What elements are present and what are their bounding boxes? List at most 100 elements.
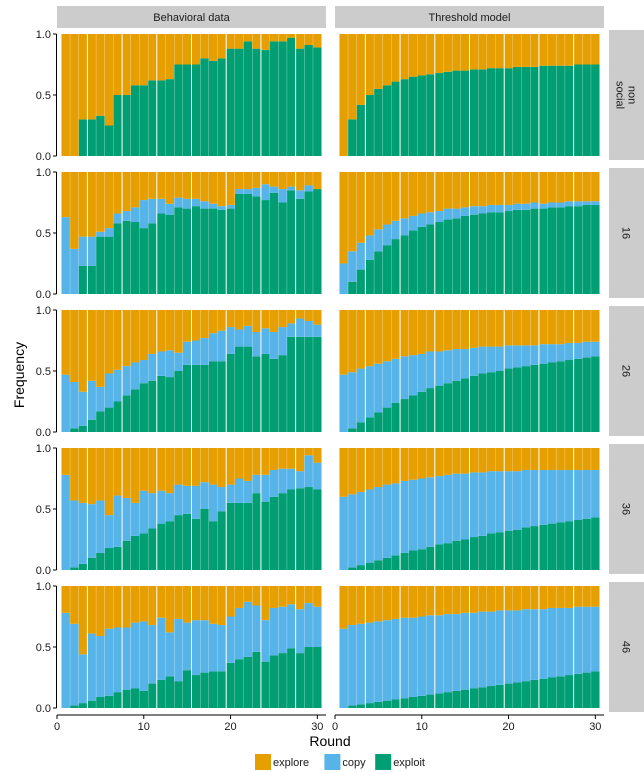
- bar-segment-exploit: [478, 687, 487, 708]
- bar-segment-explore: [460, 310, 470, 350]
- bar-segment-copy: [547, 344, 557, 363]
- bar-segment-explore: [243, 310, 253, 326]
- bar-segment-explore: [252, 448, 261, 475]
- bar-segment-exploit: [382, 407, 392, 432]
- bar-segment-copy: [130, 502, 140, 536]
- bar-segment-exploit: [452, 540, 461, 570]
- bar-segment-copy: [547, 607, 557, 678]
- legend-item-copy: copy: [324, 754, 366, 770]
- bar-segment-exploit: [460, 215, 470, 294]
- bar-segment-exploit: [391, 555, 400, 570]
- bar-segment-copy: [382, 484, 392, 558]
- bar-segment-copy: [278, 327, 287, 356]
- bar-segment-copy: [208, 333, 218, 362]
- bar-segment-copy: [61, 374, 70, 432]
- bar-segment-copy: [78, 502, 88, 564]
- bar-segment-copy: [174, 618, 183, 682]
- bar-segment-exploit: [96, 115, 105, 156]
- bar-segment-copy: [391, 358, 400, 403]
- bar-segment-explore: [165, 448, 175, 494]
- bar-segment-explore: [208, 34, 218, 61]
- bar-segment-explore: [565, 172, 574, 202]
- bar-segment-exploit: [304, 647, 313, 708]
- bar-segment-exploit: [174, 515, 183, 570]
- bar-segment-explore: [573, 448, 583, 470]
- bar-segment-explore: [495, 586, 505, 611]
- bar-segment-explore: [217, 448, 227, 488]
- bar-segment-copy: [87, 236, 96, 266]
- bar-segment-exploit: [556, 65, 565, 156]
- bar-segment-explore: [530, 586, 539, 610]
- bar-segment-exploit: [365, 703, 374, 708]
- bar-segment-exploit: [452, 70, 461, 156]
- bar-segment-copy: [573, 606, 583, 674]
- bar-segment-explore: [313, 310, 322, 325]
- bar-segment-exploit: [591, 64, 600, 156]
- bar-segment-explore: [365, 448, 374, 490]
- bar-segment-explore: [96, 172, 105, 232]
- bar-segment-explore: [391, 172, 400, 221]
- bar-segment-explore: [122, 310, 131, 367]
- bar-segment-explore: [391, 448, 400, 484]
- bar-segment-copy: [356, 242, 366, 270]
- bar-segment-explore: [504, 34, 513, 69]
- bar-segment-explore: [478, 586, 487, 612]
- bar-segment-exploit: [391, 402, 400, 432]
- bar-segment-exploit: [573, 64, 583, 156]
- bar-segment-exploit: [356, 422, 366, 432]
- bar-segment-explore: [130, 448, 140, 503]
- bar-segment-exploit: [348, 428, 357, 432]
- bar-segment-explore: [443, 34, 453, 72]
- bar-segment-explore: [191, 34, 201, 65]
- bar-segment-exploit: [182, 364, 192, 432]
- bar-segment-explore: [365, 310, 374, 367]
- bar-segment-explore: [104, 586, 114, 629]
- bar-segment-copy: [513, 471, 522, 530]
- bar-segment-exploit: [235, 502, 244, 570]
- bar-segment-explore: [521, 172, 531, 204]
- bar-segment-explore: [513, 34, 522, 67]
- bar-segment-exploit: [182, 64, 192, 156]
- bar-segment-explore: [469, 310, 479, 348]
- bar-segment-copy: [521, 345, 531, 367]
- bar-segment-exploit: [408, 697, 418, 708]
- bar-segment-exploit: [139, 690, 148, 708]
- bar-segment-exploit: [165, 214, 175, 294]
- bar-segment-exploit: [400, 79, 409, 156]
- bar-segment-explore: [443, 448, 453, 475]
- row-strip-label: 46: [620, 641, 632, 653]
- bar-segment-exploit: [400, 552, 409, 570]
- bar-segment-copy: [443, 208, 453, 220]
- bar-segment-copy: [356, 368, 366, 423]
- bar-segment-explore: [513, 172, 522, 204]
- bar-segment-explore: [96, 310, 105, 387]
- legend-label: explore: [273, 757, 309, 769]
- bar-segment-exploit: [295, 653, 305, 708]
- bar-segment-copy: [417, 213, 426, 227]
- bar-segment-exploit: [513, 367, 522, 432]
- bar-segment-copy: [217, 625, 227, 672]
- bar-segment-explore: [113, 586, 122, 628]
- bar-segment-explore: [539, 586, 548, 610]
- bar-segment-explore: [547, 172, 557, 203]
- bar-segment-exploit: [269, 192, 279, 294]
- legend-swatch: [324, 754, 341, 770]
- bar-segment-copy: [539, 469, 548, 525]
- bar-segment-copy: [530, 345, 539, 365]
- bar-segment-explore: [252, 586, 261, 606]
- bar-segment-explore: [591, 172, 600, 202]
- column-strip-label: Threshold model: [429, 12, 511, 24]
- bar-segment-explore: [122, 586, 131, 628]
- bar-segment-exploit: [287, 489, 296, 570]
- bar-segment-explore: [226, 448, 235, 485]
- bar-segment-explore: [156, 310, 166, 352]
- bar-segment-exploit: [78, 563, 88, 570]
- bar-segment-explore: [365, 172, 374, 236]
- bar-segment-copy: [486, 471, 496, 534]
- bar-segment-copy: [78, 654, 88, 704]
- bar-segment-exploit: [573, 358, 583, 432]
- bar-segment-exploit: [148, 223, 157, 294]
- bar-segment-explore: [165, 34, 175, 80]
- bar-segment-explore: [504, 310, 513, 346]
